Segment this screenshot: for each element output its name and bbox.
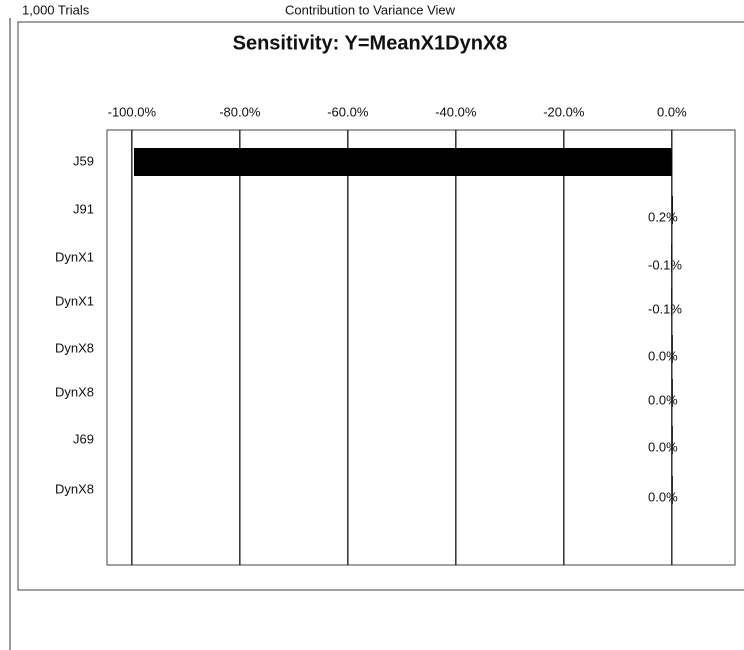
x-tick-label: -100.0% — [108, 104, 157, 119]
bar — [671, 244, 673, 272]
value-label: 0.0% — [648, 392, 678, 407]
y-tick-label: DynX8 — [55, 481, 94, 496]
bar — [671, 288, 673, 316]
value-label: 0.0% — [648, 439, 678, 454]
x-tick-label: -20.0% — [543, 104, 585, 119]
y-tick-label: DynX8 — [55, 340, 94, 355]
view-label: Contribution to Variance View — [285, 2, 456, 17]
bar — [671, 426, 673, 454]
bar — [671, 379, 673, 407]
x-tick-label: -40.0% — [435, 104, 477, 119]
plot-area — [106, 129, 736, 566]
bar — [671, 476, 673, 504]
value-label: -0.1% — [648, 301, 682, 316]
x-tick-label: -60.0% — [327, 104, 369, 119]
y-tick-label: J91 — [73, 201, 94, 216]
value-label: 0.0% — [648, 348, 678, 363]
chart-title: Sensitivity: Y=MeanX1DynX8 — [233, 32, 508, 54]
y-tick-label: J59 — [73, 153, 94, 168]
value-label: -0.1% — [648, 257, 682, 272]
x-tick-label: -80.0% — [219, 104, 261, 119]
trials-label: 1,000 Trials — [22, 2, 90, 17]
bar — [671, 196, 673, 224]
y-tick-label: DynX1 — [55, 249, 94, 264]
chart-frame — [17, 21, 744, 591]
y-tick-label: J69 — [73, 431, 94, 446]
y-tick-label: DynX8 — [55, 384, 94, 399]
value-label: 0.2% — [648, 209, 678, 224]
value-label: 0.0% — [648, 489, 678, 504]
bar — [671, 335, 673, 363]
bar — [133, 148, 672, 176]
y-tick-label: DynX1 — [55, 293, 94, 308]
x-tick-label: 0.0% — [657, 104, 687, 119]
